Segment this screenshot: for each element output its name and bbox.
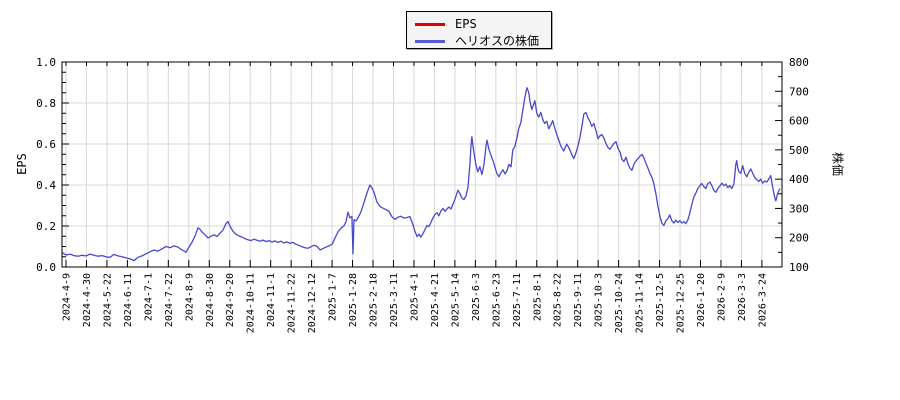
x-tick-label: 2024-9-20 (225, 273, 236, 327)
x-tick-label: 2025-3-11 (389, 273, 400, 327)
x-tick-label: 2024-5-22 (102, 273, 113, 327)
x-tick-label: 2025-5-14 (450, 273, 461, 327)
x-tick-label: 2025-6-23 (491, 273, 502, 327)
x-tick-label: 2025-12-25 (676, 273, 687, 333)
x-tick-label: 2024-7-1 (143, 273, 154, 321)
eps-line-swatch (415, 23, 445, 26)
x-tick-label: 2024-10-11 (246, 273, 257, 333)
left-axis-title: EPS (15, 153, 29, 175)
left-axis-tick-label: 1.0 (36, 56, 56, 69)
x-tick-label: 2025-1-28 (348, 273, 359, 327)
x-tick-label: 2024-11-22 (287, 273, 298, 333)
x-tick-label: 2025-10-3 (594, 273, 605, 327)
x-tick-label: 2025-7-11 (512, 273, 523, 327)
right-axis-tick-label: 600 (789, 115, 809, 128)
gridlines (62, 62, 782, 267)
x-tick-label: 2025-8-1 (532, 273, 543, 321)
x-tick-label: 2025-12-5 (655, 273, 666, 327)
right-axis-tick-label: 800 (789, 56, 809, 69)
left-axis-tick-label: 0.4 (36, 179, 56, 192)
x-tick-label: 2025-2-18 (369, 273, 380, 327)
x-tick-label: 2025-9-11 (573, 273, 584, 327)
x-tick-label: 2024-8-9 (184, 273, 195, 321)
price-line (62, 87, 781, 262)
x-tick-label: 2024-4-30 (82, 273, 93, 327)
x-tick-label: 2025-4-21 (430, 273, 441, 327)
x-tick-label: 2025-4-1 (409, 273, 420, 321)
x-tick-label: 2025-8-22 (553, 273, 564, 327)
right-axis-tick-label: 300 (789, 202, 809, 215)
x-tick-label: 2024-7-22 (164, 273, 175, 327)
right-axis-tick-label: 200 (789, 232, 809, 245)
left-axis-tick-label: 0.2 (36, 220, 56, 233)
right-axis-tick-label: 700 (789, 85, 809, 98)
left-axis-tick-label: 0.6 (36, 138, 56, 151)
x-tick-label: 2025-1-7 (328, 273, 339, 321)
right-axis-tick-label: 500 (789, 144, 809, 157)
right-axis-tick-label: 400 (789, 173, 809, 186)
legend-label-eps: EPS (455, 17, 477, 31)
legend-label-price: ヘリオスの株価 (455, 34, 540, 48)
x-tick-label: 2024-11-1 (266, 273, 277, 327)
x-tick-label: 2026-3-24 (757, 273, 768, 327)
x-tick-label: 2025-10-24 (614, 273, 625, 333)
series-lines (62, 87, 781, 262)
tick-marks (62, 61, 782, 268)
x-tick-label: 2025-6-3 (471, 273, 482, 321)
legend-row-price: ヘリオスの株価 (415, 33, 541, 50)
right-axis-title: 株価 (830, 151, 845, 177)
x-tick-label: 2026-3-3 (737, 273, 748, 321)
x-tick-label: 2024-6-11 (123, 273, 134, 327)
x-tick-label: 2026-1-20 (696, 273, 707, 327)
x-tick-label: 2024-12-12 (307, 273, 318, 333)
tick-labels: 2024-4-9 2024-4-30 2024-5-22 2024-6-11 2024-… (36, 56, 809, 333)
price-line-swatch (415, 40, 445, 43)
x-tick-label: 2024-8-30 (205, 273, 216, 327)
x-tick-label: 2024-4-9 (62, 273, 73, 321)
x-tick-label: 2026-2-9 (716, 273, 727, 321)
x-tick-label: 2025-11-14 (635, 273, 646, 333)
legend-row-eps: EPS (415, 16, 541, 33)
legend: EPS ヘリオスの株価 (406, 11, 552, 49)
left-axis-tick-label: 0.8 (36, 97, 56, 110)
left-axis-tick-label: 0.0 (36, 261, 56, 274)
right-axis-tick-label: 100 (789, 261, 809, 274)
